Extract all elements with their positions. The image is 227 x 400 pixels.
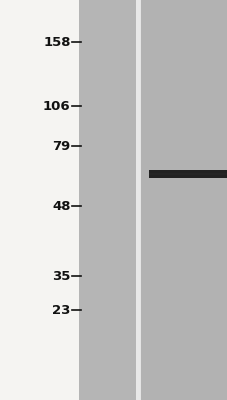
Bar (140, 0, 227, 400)
Text: 35: 35 (52, 270, 70, 282)
Bar (149, 170, 226, 178)
Text: 79: 79 (52, 140, 70, 152)
Text: 158: 158 (43, 36, 70, 48)
Text: 48: 48 (52, 200, 70, 212)
Text: 23: 23 (52, 304, 70, 316)
Text: 106: 106 (43, 100, 70, 112)
Bar (149, 173, 226, 175)
Bar (78, 0, 135, 400)
